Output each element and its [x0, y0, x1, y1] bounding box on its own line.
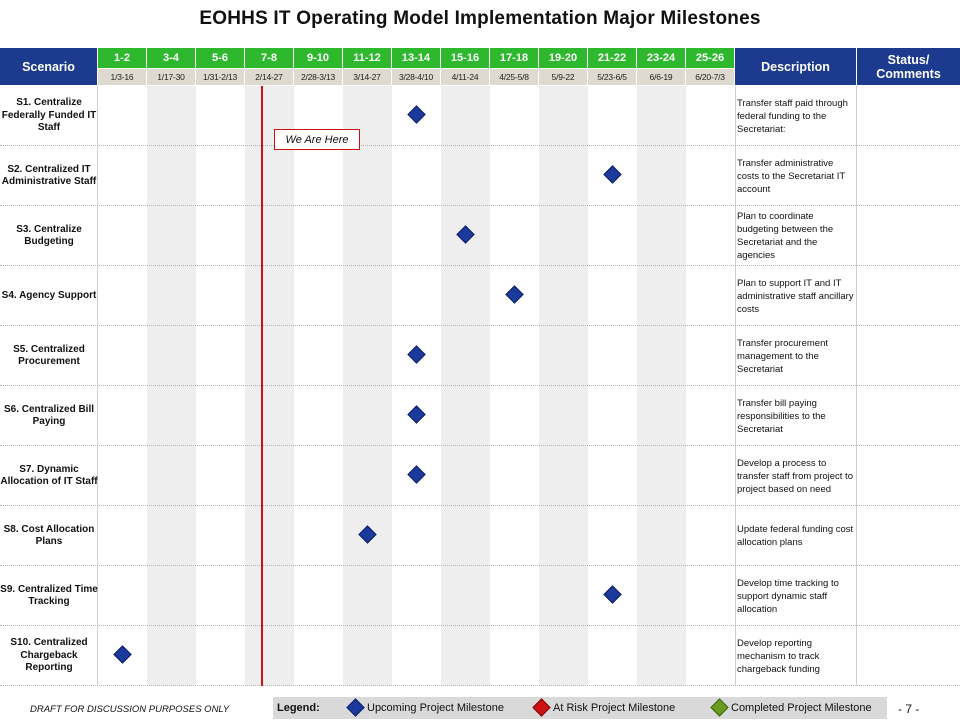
milestone-row: [0, 326, 960, 386]
draft-note: DRAFT FOR DISCUSSION PURPOSES ONLY: [30, 704, 230, 715]
description-text: Develop a process to transfer staff from…: [737, 446, 855, 506]
legend-at-risk: At Risk Project Milestone: [553, 702, 676, 714]
scenario-label: S6. Centralized Bill Paying: [3, 403, 95, 428]
description-text: Update federal funding cost allocation p…: [737, 506, 855, 566]
date-header: 5/23-6/5: [588, 69, 636, 85]
scenario-label: S5. Centralized Procurement: [13, 343, 85, 368]
current-date-line: [261, 86, 263, 686]
scenario-label: S1. Centralize Federally Funded IT Staff: [1, 97, 97, 134]
week-header: 15-16: [441, 48, 489, 68]
description-text: Develop reporting mechanism to track cha…: [737, 626, 855, 686]
date-header: 4/25-5/8: [490, 69, 538, 85]
description-text-inner: Transfer bill paying responsibilities to…: [737, 397, 826, 435]
description-text: Transfer staff paid through federal fund…: [737, 86, 855, 146]
grid-separator: [735, 86, 736, 686]
description-text: Transfer administrative costs to the Sec…: [737, 146, 855, 206]
description-text-inner: Develop a process to transfer staff from…: [737, 457, 853, 495]
milestone-row: [0, 446, 960, 506]
date-header: 6/20-7/3: [686, 69, 734, 85]
milestone-row: [0, 626, 960, 686]
description-text-inner: Develop reporting mechanism to track cha…: [737, 637, 820, 675]
week-header: 25-26: [686, 48, 734, 68]
date-header: 6/6-19: [637, 69, 685, 85]
date-header: 3/14-27: [343, 69, 391, 85]
description-text-inner: Transfer staff paid through federal fund…: [737, 97, 848, 135]
week-header: 17-18: [490, 48, 538, 68]
description-text: Transfer bill paying responsibilities to…: [737, 386, 855, 446]
date-header: 2/14-27: [245, 69, 293, 85]
legend-upcoming: Upcoming Project Milestone: [367, 702, 504, 714]
scenario-label: S2. Centralized IT Administrative Staff: [1, 163, 97, 188]
grid-separator: [856, 86, 857, 686]
date-header: 4/11-24: [441, 69, 489, 85]
page-number: - 7 -: [898, 702, 920, 716]
at-risk-milestone-icon: [532, 698, 551, 717]
description-text-inner: Plan to coordinate budgeting between the…: [737, 211, 834, 261]
legend: Legend: Upcoming Project Milestone At Ri…: [273, 697, 887, 719]
week-header: 21-22: [588, 48, 636, 68]
date-header: 1/3-16: [98, 69, 146, 85]
week-header: 19-20: [539, 48, 587, 68]
week-header: 11-12: [343, 48, 391, 68]
we-are-here-callout: We Are Here: [274, 129, 360, 150]
week-header: 13-14: [392, 48, 440, 68]
scenario-label: S10. Centralized Chargeback Reporting: [10, 637, 88, 674]
legend-completed: Completed Project Milestone: [731, 702, 872, 714]
description-text-inner: Plan to support IT and IT administrative…: [737, 277, 854, 315]
week-band: [147, 86, 196, 686]
header-status-line1: Status/: [887, 52, 930, 67]
week-header: 9-10: [294, 48, 342, 68]
scenario-label: S8. Cost Allocation Plans: [3, 523, 95, 548]
description-text: Plan to coordinate budgeting between the…: [737, 206, 855, 266]
week-header: 7-8: [245, 48, 293, 68]
legend-label: Legend:: [277, 702, 320, 714]
grid-separator: [97, 86, 98, 686]
description-text-inner: Transfer procurement management to the S…: [737, 337, 828, 375]
milestone-row: [0, 506, 960, 566]
week-header: 5-6: [196, 48, 244, 68]
header-status: Status/ Comments: [857, 48, 960, 85]
milestone-row: [0, 566, 960, 626]
completed-milestone-icon: [710, 698, 729, 717]
date-header: 5/9-22: [539, 69, 587, 85]
description-text-inner: Update federal funding cost allocation p…: [737, 524, 854, 548]
milestone-row: [0, 206, 960, 266]
scenario-label: S9. Centralized Time Tracking: [0, 583, 98, 608]
milestone-row: [0, 266, 960, 326]
scenario-label: S7. Dynamic Allocation of IT Staff: [0, 463, 98, 488]
date-header: 1/17-30: [147, 69, 195, 85]
milestone-row: [0, 146, 960, 206]
week-band: [245, 86, 294, 686]
page-title: EOHHS IT Operating Model Implementation …: [199, 8, 761, 29]
week-band: [539, 86, 588, 686]
description-text-inner: Develop time tracking to support dynamic…: [737, 577, 839, 615]
week-header: 3-4: [147, 48, 195, 68]
week-header: 1-2: [98, 48, 146, 68]
header-status-line2: Comments: [876, 66, 941, 81]
week-band: [637, 86, 686, 686]
week-header: 23-24: [637, 48, 685, 68]
header-description: Description: [735, 48, 856, 85]
description-text: Develop time tracking to support dynamic…: [737, 566, 855, 626]
date-header: 1/31-2/13: [196, 69, 244, 85]
header-scenario: Scenario: [0, 48, 97, 85]
description-text: Plan to support IT and IT administrative…: [737, 266, 855, 326]
scenario-label: S4. Agency Support: [1, 289, 97, 301]
milestone-row: [0, 386, 960, 446]
week-band: [441, 86, 490, 686]
date-header: 2/28-3/13: [294, 69, 342, 85]
week-band: [343, 86, 392, 686]
milestone-row: [0, 86, 960, 146]
scenario-label: S3. Centralize Budgeting: [16, 223, 82, 248]
upcoming-milestone-icon: [346, 698, 365, 717]
description-text: Transfer procurement management to the S…: [737, 326, 855, 386]
date-header: 3/28-4/10: [392, 69, 440, 85]
description-text-inner: Transfer administrative costs to the Sec…: [737, 157, 846, 195]
